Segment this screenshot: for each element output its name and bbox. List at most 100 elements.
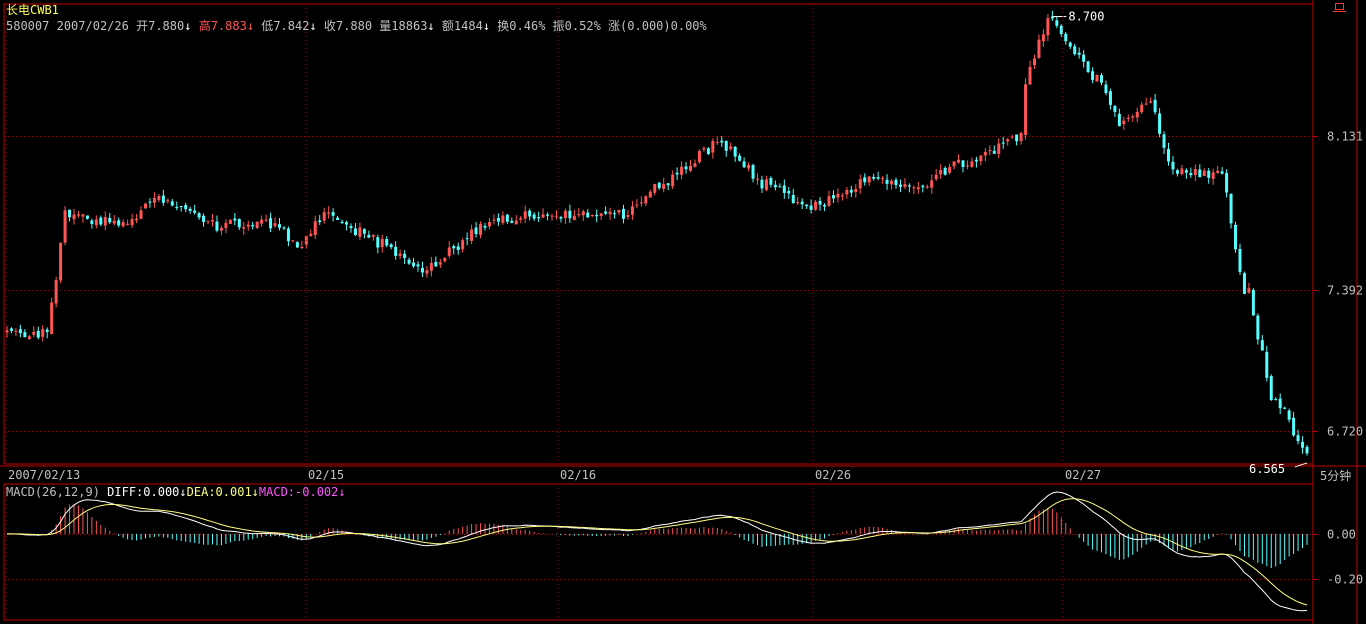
candle-down bbox=[1050, 16, 1054, 19]
candle-up bbox=[492, 219, 496, 221]
candle-down bbox=[805, 204, 809, 207]
candle-down bbox=[1001, 142, 1005, 144]
date-label: 2007/02/13 bbox=[8, 468, 80, 482]
candle-down bbox=[215, 221, 219, 231]
candle-down bbox=[376, 237, 380, 248]
candle-down bbox=[1189, 173, 1193, 176]
candle-down bbox=[269, 218, 273, 229]
candle-up bbox=[970, 161, 974, 167]
candle-down bbox=[233, 218, 237, 221]
candle-up bbox=[1202, 170, 1206, 176]
candle-up bbox=[309, 233, 313, 236]
candle-down bbox=[85, 215, 89, 219]
candle-down bbox=[349, 226, 353, 229]
candle-down bbox=[894, 179, 898, 186]
candle-down bbox=[1077, 52, 1081, 55]
candle-down bbox=[367, 234, 371, 238]
candle-down bbox=[1086, 61, 1090, 72]
candle-up bbox=[103, 217, 107, 226]
candle-down bbox=[202, 215, 206, 222]
arrow-down-icon: ↓ bbox=[184, 19, 192, 33]
candle-up bbox=[554, 215, 558, 217]
candle-down bbox=[117, 220, 121, 226]
candle-up bbox=[653, 184, 657, 193]
candle-down bbox=[1296, 435, 1300, 442]
candle-up bbox=[1180, 168, 1184, 175]
candle-down bbox=[336, 217, 340, 220]
candle-down bbox=[720, 140, 724, 143]
macd-dea: DEA:0.001 bbox=[186, 485, 252, 499]
candle-down bbox=[353, 228, 357, 236]
open-value: 7.880 bbox=[148, 19, 185, 33]
candle-up bbox=[1193, 169, 1197, 176]
candle-up bbox=[1037, 39, 1041, 58]
candle-down bbox=[1274, 398, 1278, 400]
macd-legend: MACD(26,12,9) DIFF:0.000↓DEA:0.001↓MACD:… bbox=[6, 485, 346, 499]
candle-up bbox=[425, 270, 429, 274]
candle-down bbox=[510, 220, 514, 223]
candle-down bbox=[1117, 113, 1121, 127]
candle-up bbox=[32, 332, 36, 335]
candle-down bbox=[898, 184, 902, 187]
candle-up bbox=[756, 178, 760, 180]
candle-down bbox=[1260, 340, 1264, 351]
candle-down bbox=[528, 210, 532, 217]
candle-up bbox=[952, 161, 956, 167]
candle-up bbox=[1095, 74, 1099, 82]
candle-up bbox=[934, 174, 938, 180]
candle-down bbox=[170, 201, 174, 206]
candle-up bbox=[1019, 132, 1023, 142]
candle-up bbox=[1140, 104, 1144, 113]
candle-up bbox=[1144, 103, 1148, 105]
candle-up bbox=[242, 227, 246, 229]
macd-frame bbox=[3, 483, 1314, 621]
candle-up bbox=[1024, 84, 1028, 135]
candle-up bbox=[514, 220, 518, 225]
candle-up bbox=[581, 211, 585, 216]
candle-up bbox=[260, 219, 264, 224]
candle-up bbox=[246, 224, 250, 227]
candle-down bbox=[1305, 446, 1309, 454]
candle-down bbox=[1269, 376, 1273, 401]
candle-up bbox=[143, 203, 147, 209]
candle-down bbox=[546, 214, 550, 216]
candle-up bbox=[599, 213, 603, 216]
candle-up bbox=[702, 148, 706, 150]
candle-down bbox=[1100, 75, 1104, 83]
candle-down bbox=[782, 185, 786, 193]
candle-down bbox=[907, 185, 911, 187]
candle-up bbox=[572, 215, 576, 220]
candle-down bbox=[1225, 173, 1229, 193]
candle-down bbox=[568, 210, 572, 219]
candle-up bbox=[152, 197, 156, 203]
open-label: 开 bbox=[136, 19, 149, 33]
candle-down bbox=[407, 259, 411, 264]
arrow-down-icon: ↓ bbox=[427, 19, 435, 33]
candle-up bbox=[916, 187, 920, 190]
candle-up bbox=[322, 212, 326, 221]
restore-window-icon[interactable] bbox=[1333, 1, 1346, 12]
turnover-label: 换 bbox=[497, 19, 510, 33]
candle-up bbox=[541, 214, 545, 218]
period-label[interactable]: 5分钟 bbox=[1320, 469, 1352, 483]
candle-down bbox=[1184, 170, 1188, 173]
candle-down bbox=[148, 201, 152, 203]
candle-up bbox=[948, 167, 952, 173]
candle-down bbox=[595, 214, 599, 217]
candle-down bbox=[724, 141, 728, 151]
candle-up bbox=[219, 227, 223, 231]
candle-down bbox=[318, 220, 322, 223]
candle-down bbox=[389, 244, 393, 248]
candle-down bbox=[751, 164, 755, 179]
candle-up bbox=[41, 328, 45, 337]
candle-up bbox=[925, 186, 929, 188]
candle-down bbox=[778, 186, 782, 188]
candle-down bbox=[1229, 193, 1233, 224]
candle-down bbox=[1073, 46, 1077, 55]
candle-down bbox=[251, 225, 255, 227]
candle-down bbox=[282, 227, 286, 229]
candle-up bbox=[715, 142, 719, 144]
macd-name: MACD(26,12,9) bbox=[6, 485, 100, 499]
candle-up bbox=[139, 210, 143, 219]
price-tick-label: 7.392 bbox=[1327, 284, 1363, 298]
